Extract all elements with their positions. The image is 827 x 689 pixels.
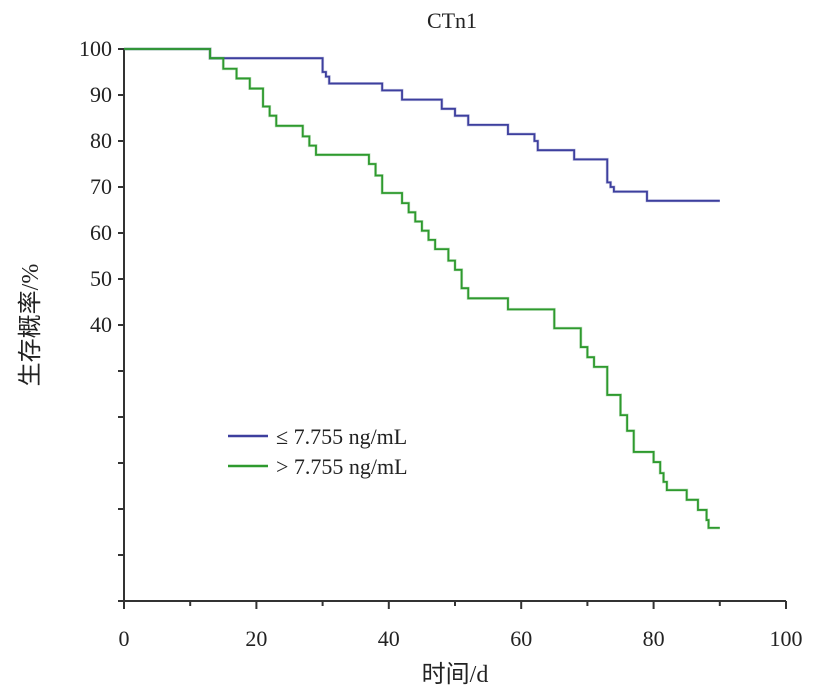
- chart-title: CTn1: [427, 8, 477, 33]
- x-tick-label: 40: [378, 626, 400, 651]
- y-tick-label: 80: [90, 128, 112, 153]
- y-tick-label: 60: [90, 220, 112, 245]
- series-halo-2: [124, 47, 720, 530]
- x-tick-label: 100: [770, 626, 803, 651]
- y-tick-label: 70: [90, 174, 112, 199]
- axes: 40 50 60 70 80 90 100 0 20 40 60 80 100: [79, 36, 803, 651]
- series-line-1: [124, 48, 720, 202]
- x-tick-label: 60: [510, 626, 532, 651]
- x-tick-label: 0: [119, 626, 130, 651]
- y-tick-label: 100: [79, 36, 112, 61]
- series-line-2: [124, 48, 720, 529]
- x-tick-label: 20: [245, 626, 267, 651]
- legend: ≤ 7.755 ng/mL > 7.755 ng/mL: [228, 424, 408, 479]
- y-axis-title: 生存概率/%: [17, 264, 44, 387]
- y-tick-label: 40: [90, 312, 112, 337]
- legend-label-2: > 7.755 ng/mL: [276, 454, 408, 479]
- legend-label-1: ≤ 7.755 ng/mL: [276, 424, 407, 449]
- series-lines: [124, 47, 720, 530]
- y-tick-label: 90: [90, 82, 112, 107]
- series-halo-1: [124, 47, 720, 203]
- x-tick-label: 80: [643, 626, 665, 651]
- x-axis-title: 时间/d: [422, 661, 489, 688]
- y-tick-label: 50: [90, 266, 112, 291]
